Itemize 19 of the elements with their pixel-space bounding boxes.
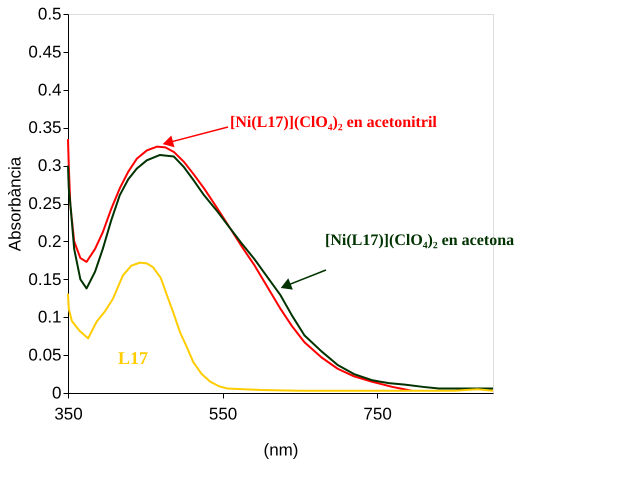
y-tick-label: 0.5 (38, 4, 62, 24)
x-axis-title: (nm) (264, 440, 298, 460)
x-tick-label: 350 (54, 404, 83, 424)
y-tick-label: 0.1 (38, 308, 62, 327)
x-tick-label: 750 (363, 404, 392, 424)
y-tick-label: 0 (52, 384, 62, 402)
y-tick-label: 0.3 (38, 156, 62, 176)
y-tick-label: 0.05 (28, 346, 62, 365)
y-tick-label: 0.25 (28, 194, 62, 213)
series-label: L17 (118, 348, 148, 368)
text: [Ni(L17)](ClO₄)₂ en acetonitril (230, 114, 438, 131)
y-axis-title: Absorbància (5, 156, 24, 252)
y-tick-label: 0.4 (38, 80, 62, 100)
y-tick-label: 0.15 (28, 270, 62, 289)
y-tick-label: 0.2 (38, 232, 62, 251)
x-tick-label: 550 (208, 404, 238, 424)
text: [Ni(L17)](ClO₄)₂ en acetona (325, 232, 514, 249)
y-tick-label: 0.35 (28, 118, 62, 138)
y-tick-label: 0.45 (28, 42, 62, 62)
